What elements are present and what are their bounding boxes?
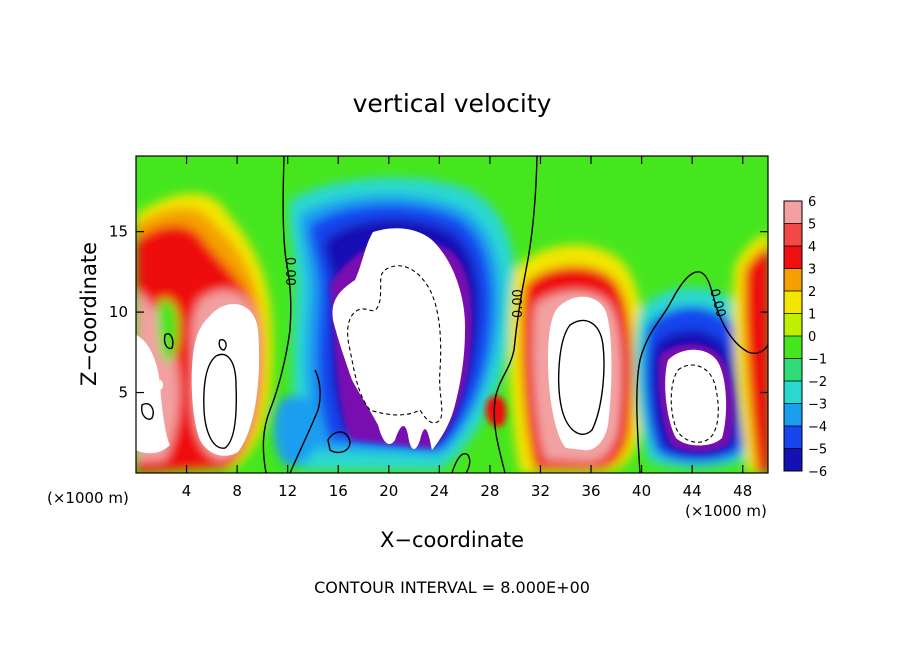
core-right-down xyxy=(665,349,727,446)
x-tick-label: 40 xyxy=(632,482,651,500)
colorbar-label: 4 xyxy=(808,240,816,255)
x-tick-label: 8 xyxy=(232,482,242,500)
colorbar-swatch xyxy=(784,223,802,246)
contour-label-3: 0.00 xyxy=(706,287,728,319)
contour-small-left xyxy=(140,403,154,420)
colorbar-swatch xyxy=(784,358,802,381)
plot-area: 0.00 0.00 0.00 xyxy=(136,156,768,473)
y-axis: 5 10 15 xyxy=(109,223,768,402)
y-tick-label: 10 xyxy=(109,303,128,321)
contour-interval: CONTOUR INTERVAL = 8.000E+00 xyxy=(314,578,590,597)
x-axis-label: X−coordinate xyxy=(380,528,524,552)
x-unit-left: (×1000 m) xyxy=(47,489,129,507)
gap-green xyxy=(157,299,179,363)
y-axis-label: Z−coordinate xyxy=(77,242,101,386)
zero-contour-5 xyxy=(451,453,471,473)
contour-lines xyxy=(140,156,768,473)
colorbar-swatch xyxy=(784,381,802,404)
chart-title: vertical velocity xyxy=(353,89,552,118)
colorbar-swatch xyxy=(784,313,802,336)
zero-contour-6 xyxy=(327,431,351,454)
blue-lower-left xyxy=(273,396,320,466)
zero-contour-1 xyxy=(262,156,292,473)
core-left-large xyxy=(191,304,260,456)
core-left-edge xyxy=(136,335,170,454)
colorbar-swatch xyxy=(784,201,802,224)
colorbar-label: −2 xyxy=(808,375,827,390)
zero-contour-3 xyxy=(636,271,768,473)
x-tick-label: 24 xyxy=(430,482,449,500)
colorbar-label: −1 xyxy=(808,353,827,368)
colorbar-label: 3 xyxy=(808,263,816,278)
contour-core-right xyxy=(558,319,605,435)
colorbar-swatch xyxy=(784,426,802,449)
colorbar-swatch xyxy=(784,291,802,314)
x-tick-label: 12 xyxy=(278,482,297,500)
x-tick-label: 36 xyxy=(581,482,600,500)
negative-contours xyxy=(347,265,719,443)
colorbar-label: 6 xyxy=(808,195,816,210)
contour-labels: 0.00 0.00 0.00 xyxy=(282,257,728,319)
x-tick-label: 32 xyxy=(531,482,550,500)
x-tick-label: 28 xyxy=(480,482,499,500)
core-small-2 xyxy=(157,380,163,390)
colorbar-label: −5 xyxy=(808,443,827,458)
colorbar-swatch xyxy=(784,336,802,359)
contour-core-left xyxy=(203,353,237,449)
zero-contour-4 xyxy=(289,369,321,473)
colorbar-label: 1 xyxy=(808,308,816,323)
zero-contour-2 xyxy=(493,156,538,473)
colorbar-label: −4 xyxy=(808,420,827,435)
x-unit-right: (×1000 m) xyxy=(685,502,767,520)
colorbar-swatch xyxy=(784,246,802,269)
y-tick-label: 5 xyxy=(118,384,128,402)
colorbar-label: 5 xyxy=(808,218,816,233)
x-tick-label: 48 xyxy=(733,482,752,500)
colorbar-swatch xyxy=(784,448,802,471)
colorbar-label: 2 xyxy=(808,285,816,300)
colorbar-label: −6 xyxy=(808,465,827,480)
colorbar: 6 5 4 3 2 1 0 −1 −2 −3 −4 −5 −6 xyxy=(783,195,827,480)
updraft-far-right-red xyxy=(744,247,768,473)
y-tick-label: 15 xyxy=(109,223,128,241)
contour-label-1: 0.00 xyxy=(282,257,297,286)
x-tick-label: 20 xyxy=(379,482,398,500)
colorbar-swatch xyxy=(784,268,802,291)
core-right-large xyxy=(548,296,612,451)
colorbar-label: 0 xyxy=(808,330,816,345)
zero-contour-7 xyxy=(163,333,174,350)
neg-contour-center xyxy=(347,265,443,424)
x-tick-label: 4 xyxy=(182,482,192,500)
colorbar-swatch xyxy=(784,403,802,426)
x-axis: 4 8 12 16 20 24 28 32 36 40 44 48 xyxy=(182,156,752,500)
plot-frame xyxy=(135,155,769,474)
red-spot xyxy=(485,395,507,427)
x-tick-label: 44 xyxy=(683,482,702,500)
colorbar-label: −3 xyxy=(808,398,827,413)
contour-label-2: 0.00 xyxy=(511,289,526,318)
x-tick-label: 16 xyxy=(329,482,348,500)
contour-small-left-2 xyxy=(218,338,227,351)
core-center xyxy=(332,228,466,450)
